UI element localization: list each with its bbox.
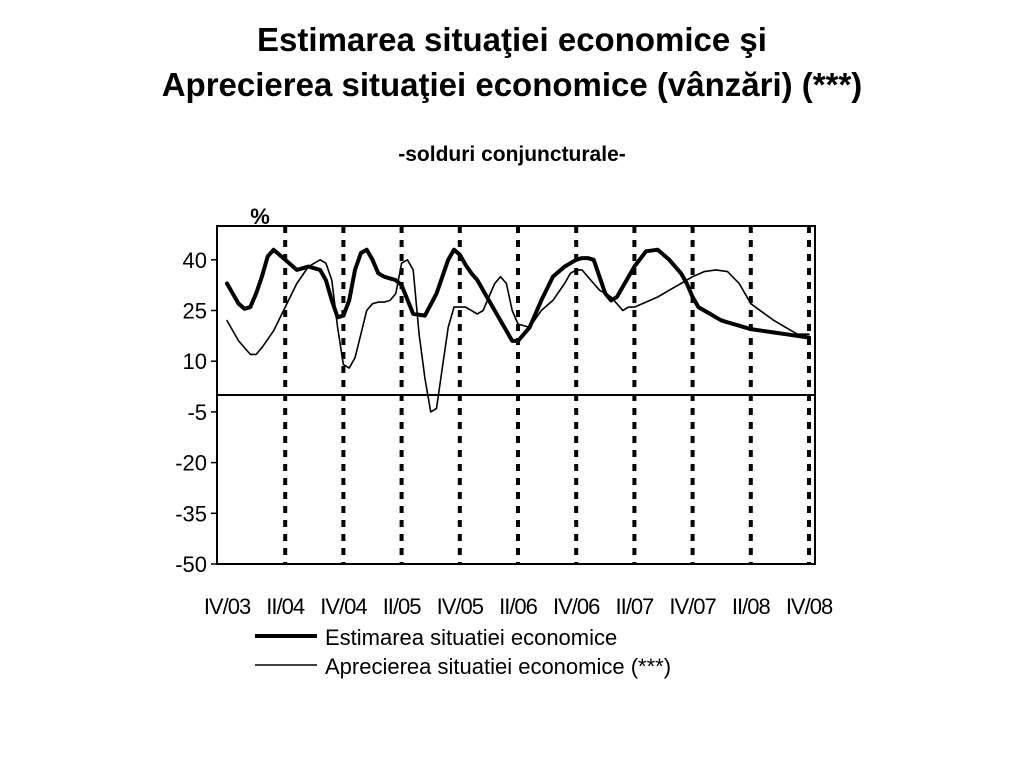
x-tick-label: IV/07 xyxy=(669,594,716,619)
y-axis-unit-label: % xyxy=(250,204,270,229)
legend-label-estimarea: Estimarea situatiei economice xyxy=(325,625,617,650)
x-tick-label: IV/05 xyxy=(437,594,484,619)
y-tick-label: 40 xyxy=(183,248,207,273)
legend-label-aprecierea: Aprecierea situatiei economice (***) xyxy=(325,654,671,679)
axes xyxy=(211,225,816,565)
x-tick-label: II/07 xyxy=(615,594,654,619)
y-tick-label: 10 xyxy=(183,349,207,374)
y-tick-label: -35 xyxy=(175,501,207,526)
chart-subtitle: -solduri conjuncturale- xyxy=(398,143,626,166)
series-line-estimarea xyxy=(225,247,811,343)
x-tick-labels: IV/03 II/04 IV/04 II/05 IV/05 II/06 IV/06 II/07… xyxy=(204,594,834,619)
chart-title-line-1: Estimarea situaţiei economice şi xyxy=(257,21,767,58)
y-tick-label: 25 xyxy=(183,299,207,324)
chart-legend: Estimarea situatiei economice Aprecierea… xyxy=(255,625,671,679)
x-tick-label: IV/04 xyxy=(320,594,367,619)
y-tick-label: -5 xyxy=(187,400,207,425)
x-tick-label: IV/06 xyxy=(553,594,600,619)
series-line-aprecierea xyxy=(226,258,810,413)
x-tick-label: II/06 xyxy=(499,594,538,619)
x-tick-label: IV/03 xyxy=(204,594,251,619)
x-tick-label: II/08 xyxy=(732,594,771,619)
x-tick-label: IV/08 xyxy=(786,594,833,619)
x-tick-label: II/05 xyxy=(383,594,422,619)
y-tick-label: -20 xyxy=(175,451,207,476)
x-tick-label: II/04 xyxy=(266,594,305,619)
series-lines xyxy=(225,247,811,413)
chart-title-line-2: Aprecierea situaţiei economice (vânzări)… xyxy=(161,66,863,103)
y-tick-labels: 40 25 10 -5 -20 -35 -50 xyxy=(175,248,207,577)
y-tick-label: -50 xyxy=(175,552,207,577)
